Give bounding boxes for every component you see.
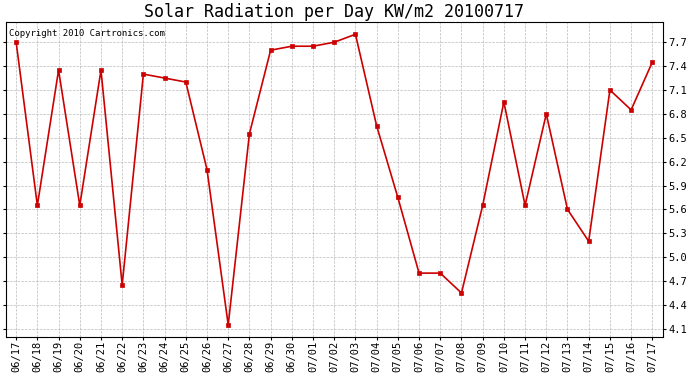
Text: Copyright 2010 Cartronics.com: Copyright 2010 Cartronics.com <box>9 28 165 38</box>
Title: Solar Radiation per Day KW/m2 20100717: Solar Radiation per Day KW/m2 20100717 <box>144 3 524 21</box>
